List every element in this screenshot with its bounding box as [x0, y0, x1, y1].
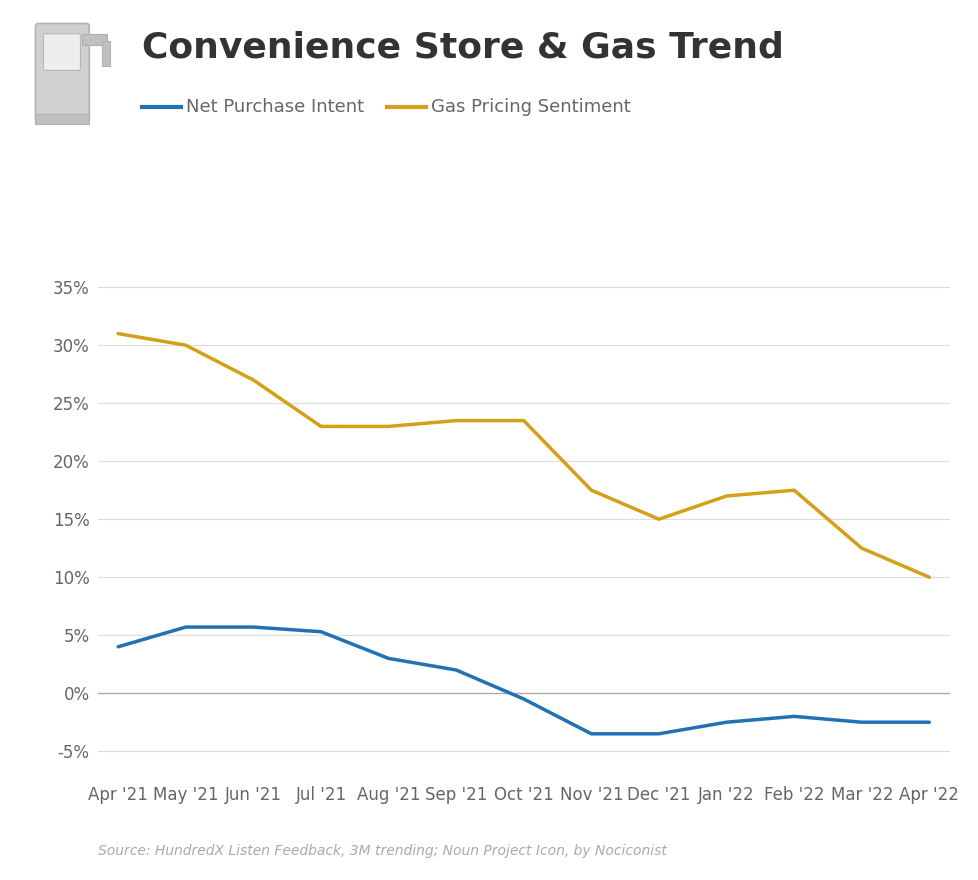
FancyBboxPatch shape: [43, 33, 80, 70]
Text: Source: HundredX Listen Feedback, 3M trending; Noun Project Icon, by Nociconist: Source: HundredX Listen Feedback, 3M tre…: [98, 844, 666, 858]
Text: Net Purchase Intent: Net Purchase Intent: [186, 99, 364, 116]
Text: Convenience Store & Gas Trend: Convenience Store & Gas Trend: [142, 31, 783, 65]
Text: Gas Pricing Sentiment: Gas Pricing Sentiment: [430, 99, 630, 116]
Bar: [102, 40, 111, 66]
Bar: [82, 33, 107, 45]
Bar: [34, 114, 89, 124]
FancyBboxPatch shape: [35, 24, 89, 121]
